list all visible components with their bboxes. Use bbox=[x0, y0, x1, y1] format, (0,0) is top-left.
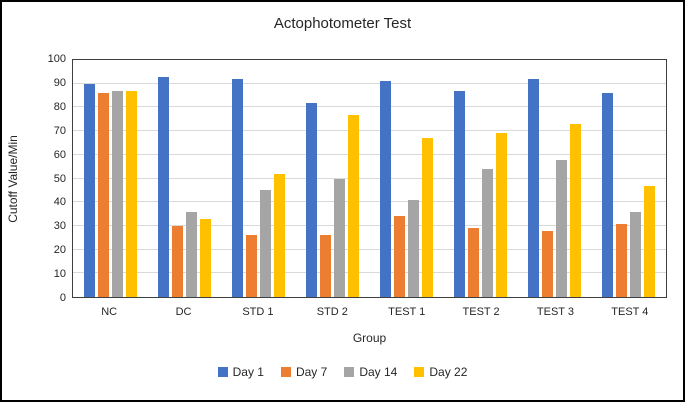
y-axis-title: Cutoff Value/Min bbox=[2, 59, 24, 298]
bar bbox=[422, 138, 434, 297]
bar bbox=[111, 90, 123, 297]
y-tick-label: 60 bbox=[53, 148, 66, 161]
bar bbox=[199, 218, 211, 297]
legend-marker bbox=[344, 367, 355, 377]
bar bbox=[125, 90, 137, 297]
bar bbox=[305, 102, 317, 297]
gridline bbox=[73, 272, 666, 274]
legend-marker bbox=[414, 367, 425, 377]
bar bbox=[185, 211, 197, 297]
bar bbox=[496, 133, 508, 297]
legend-label: Day 22 bbox=[429, 365, 468, 379]
bar-groups bbox=[73, 60, 666, 297]
bar bbox=[333, 178, 345, 297]
bar bbox=[408, 199, 420, 297]
gridline bbox=[73, 153, 666, 155]
gridline bbox=[73, 82, 666, 84]
legend-label: Day 7 bbox=[295, 365, 328, 379]
bar-group bbox=[73, 60, 147, 297]
bar bbox=[245, 235, 257, 297]
bar bbox=[380, 81, 392, 297]
legend: Day 1 Day 7 Day 14 Day 22 bbox=[2, 365, 683, 379]
bar bbox=[231, 78, 243, 297]
bar bbox=[273, 173, 285, 297]
gridline bbox=[73, 201, 666, 203]
legend-item: Day 22 bbox=[414, 365, 467, 379]
bar bbox=[528, 78, 540, 297]
bar-group bbox=[295, 60, 369, 297]
y-tick-label: 80 bbox=[53, 100, 66, 113]
bar bbox=[542, 230, 554, 297]
x-tick-label: NC bbox=[101, 306, 118, 318]
legend-item: Day 14 bbox=[344, 365, 397, 379]
y-tick-label: 10 bbox=[53, 268, 66, 281]
legend-item: Day 1 bbox=[217, 365, 264, 379]
x-tick-label: DC bbox=[175, 306, 192, 318]
y-tick-label: 50 bbox=[53, 172, 66, 185]
bar-group bbox=[221, 60, 295, 297]
bar-group bbox=[370, 60, 444, 297]
bar-group bbox=[444, 60, 518, 297]
x-tick-label: TEST 3 bbox=[536, 306, 574, 318]
legend-item: Day 7 bbox=[280, 365, 328, 379]
bar bbox=[347, 114, 359, 297]
bar bbox=[171, 225, 183, 297]
x-tick-label: STD 1 bbox=[242, 306, 274, 318]
legend-marker bbox=[280, 367, 291, 377]
gridline bbox=[73, 224, 666, 226]
y-tick-label: 20 bbox=[53, 244, 66, 257]
gridline bbox=[73, 130, 666, 132]
y-axis-title-text: Cutoff Value/Min bbox=[6, 134, 21, 223]
y-tick-label: 70 bbox=[53, 124, 66, 137]
x-tick-label: TEST 2 bbox=[462, 306, 500, 318]
bar bbox=[394, 216, 406, 297]
bar bbox=[319, 235, 331, 297]
bar bbox=[83, 83, 95, 297]
bar bbox=[602, 93, 614, 297]
chart-title: Actophotometer Test bbox=[273, 15, 412, 32]
gridline bbox=[73, 248, 666, 250]
plot-area bbox=[72, 59, 667, 298]
y-tick-label: 30 bbox=[53, 220, 66, 233]
x-tick-label: STD 2 bbox=[316, 306, 348, 318]
y-tick-label: 100 bbox=[47, 53, 66, 65]
x-axis-title: Group bbox=[352, 331, 387, 345]
x-axis-tick-labels: NC DC STD 1 STD 2 TEST 1 TEST 2 TEST 3 TEST 4 bbox=[72, 306, 667, 318]
gridline bbox=[73, 177, 666, 179]
x-tick-label: TEST 4 bbox=[611, 306, 649, 318]
gridline bbox=[73, 106, 666, 108]
bar bbox=[468, 228, 480, 297]
y-tick-label: 90 bbox=[53, 76, 66, 89]
bar bbox=[454, 90, 466, 297]
bar-group bbox=[147, 60, 221, 297]
bar bbox=[630, 211, 642, 297]
y-tick-label: 40 bbox=[53, 196, 66, 209]
bar bbox=[482, 169, 494, 297]
bar bbox=[616, 223, 628, 297]
bar bbox=[259, 190, 271, 297]
bar bbox=[157, 76, 169, 297]
bar bbox=[97, 93, 109, 297]
bar bbox=[644, 185, 656, 297]
bar-group bbox=[518, 60, 592, 297]
bar bbox=[570, 124, 582, 297]
bar bbox=[556, 159, 568, 297]
x-tick-label: TEST 1 bbox=[388, 306, 426, 318]
y-tick-label: 0 bbox=[59, 292, 66, 304]
y-axis-tick-labels: 0 10 20 30 40 50 60 70 80 90 100 bbox=[22, 53, 66, 304]
bar-group bbox=[592, 60, 666, 297]
legend-marker bbox=[217, 367, 228, 377]
legend-label: Day 1 bbox=[232, 365, 264, 379]
legend-label: Day 14 bbox=[359, 365, 398, 379]
